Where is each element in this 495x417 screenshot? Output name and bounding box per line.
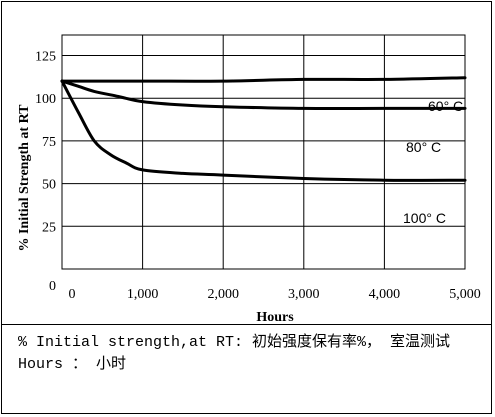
x-tick-label: 1,000 <box>127 287 159 302</box>
y-tick-label: 0 <box>49 279 56 294</box>
caption-notes: % Initial strength,at RT: 初始强度保有率%， 室温测试… <box>18 332 488 376</box>
caption-line-strength: % Initial strength,at RT: 初始强度保有率%， 室温测试 <box>18 334 451 351</box>
series-labels: 60° C 80° C 100° C <box>403 98 463 226</box>
caption-line-hours: Hours ： 小时 <box>18 356 127 373</box>
plot-border <box>61 34 466 270</box>
series-label-2: 100° C <box>403 210 446 226</box>
x-tick-label: 2,000 <box>207 287 239 302</box>
x-tick-label: 4,000 <box>369 287 401 302</box>
y-tick-label: 25 <box>42 220 56 235</box>
strength-chart: 0 1,000 2,000 3,000 4,000 5,0000255075100125 … <box>17 34 481 325</box>
grid <box>62 35 465 269</box>
series-label-1: 80° C <box>406 139 441 155</box>
x-tick-label: 3,000 <box>288 287 320 302</box>
y-tick-label: 125 <box>35 49 56 64</box>
x-tick-label: 0 <box>69 287 76 302</box>
series-line-1 <box>60 79 467 111</box>
series-line-0 <box>60 76 467 83</box>
series-group <box>60 76 467 182</box>
x-axis-label: Hours <box>256 310 294 325</box>
series-label-0: 60° C <box>428 98 463 114</box>
series-line-2 <box>60 79 467 182</box>
y-tick-label: 75 <box>42 135 56 150</box>
x-tick-label: 5,000 <box>449 287 481 302</box>
y-axis-label: % Initial Strength at RT <box>17 104 32 252</box>
y-tick-label: 100 <box>35 92 56 107</box>
y-tick-label: 50 <box>42 178 56 193</box>
tick-labels: 0 1,000 2,000 3,000 4,000 5,000 0 25 50 75 100 125 <box>35 49 481 302</box>
caption-divider <box>1 324 492 325</box>
